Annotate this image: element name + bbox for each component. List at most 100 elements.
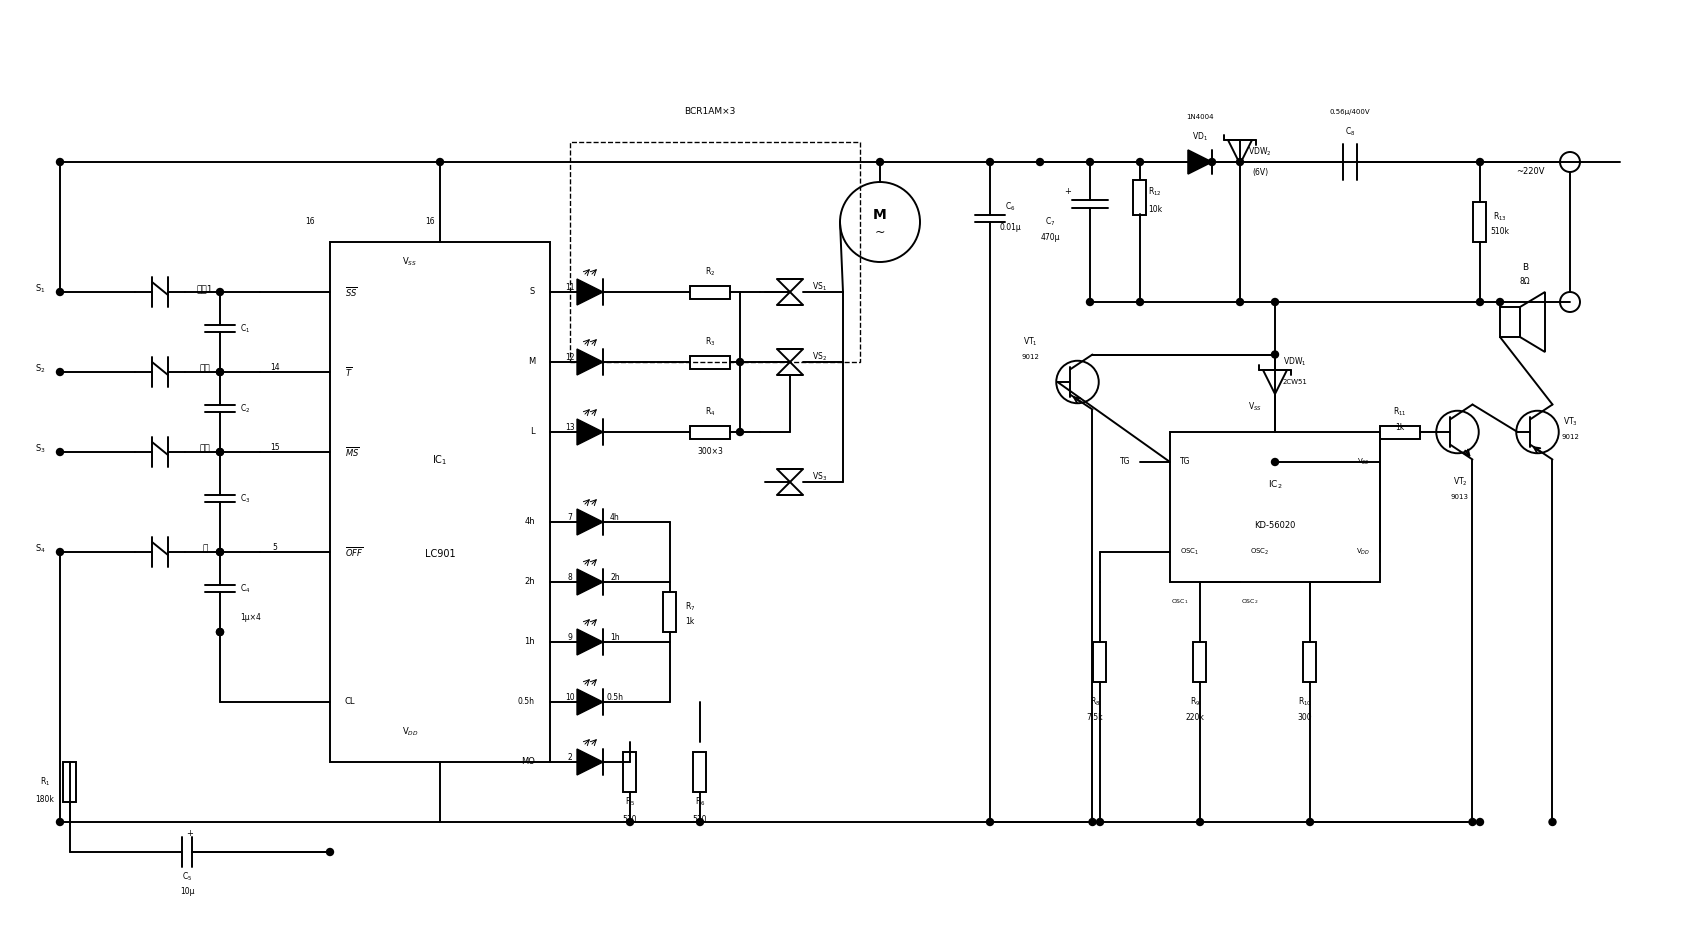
Text: S$_3$: S$_3$: [35, 443, 46, 455]
Text: 风速1: 风速1: [197, 284, 213, 294]
Circle shape: [1550, 819, 1556, 825]
Polygon shape: [577, 419, 603, 445]
Text: 220k: 220k: [1185, 712, 1205, 722]
Text: 8: 8: [567, 573, 572, 581]
Bar: [329, 242, 550, 762]
Circle shape: [56, 158, 64, 166]
Text: M: M: [873, 208, 886, 222]
Circle shape: [1497, 299, 1504, 305]
Text: C$_2$: C$_2$: [240, 403, 250, 415]
Text: 510k: 510k: [1491, 228, 1509, 236]
Text: 定时: 定时: [199, 365, 211, 373]
Text: BCR1AM×3: BCR1AM×3: [684, 107, 736, 117]
Text: R$_5$: R$_5$: [625, 796, 635, 808]
Text: 2CW51: 2CW51: [1283, 379, 1308, 385]
Text: TG: TG: [1180, 458, 1190, 466]
Circle shape: [56, 288, 64, 296]
Text: 14: 14: [270, 363, 280, 371]
Text: +: +: [187, 830, 194, 838]
Text: 11: 11: [565, 283, 574, 291]
Text: 7.5k: 7.5k: [1087, 712, 1104, 722]
Circle shape: [1477, 299, 1484, 305]
Circle shape: [1477, 158, 1484, 166]
Text: C$_7$: C$_7$: [1045, 216, 1055, 228]
Circle shape: [1087, 299, 1094, 305]
Text: 10μ: 10μ: [179, 887, 194, 897]
Circle shape: [1136, 158, 1143, 166]
Text: 0.5h: 0.5h: [518, 697, 535, 706]
Text: 13: 13: [565, 423, 576, 431]
Polygon shape: [577, 509, 603, 535]
Text: 2h: 2h: [609, 573, 619, 581]
Text: 300×3: 300×3: [697, 447, 722, 457]
Text: R$_8$: R$_8$: [1090, 696, 1101, 708]
Bar: [1474, 202, 1487, 242]
Circle shape: [1237, 299, 1244, 305]
Circle shape: [326, 849, 334, 855]
Bar: [690, 355, 729, 368]
Circle shape: [1307, 819, 1313, 825]
Circle shape: [216, 548, 223, 556]
Polygon shape: [577, 749, 603, 775]
Text: R$_1$: R$_1$: [41, 776, 51, 788]
Text: C$_3$: C$_3$: [240, 493, 250, 505]
Bar: [1193, 642, 1207, 682]
Text: 1h: 1h: [525, 638, 535, 646]
Circle shape: [437, 158, 444, 166]
Text: S$_4$: S$_4$: [34, 543, 46, 555]
Text: V$_{DD}$: V$_{DD}$: [1355, 547, 1371, 557]
Text: V$_{SS}$: V$_{SS}$: [1247, 400, 1263, 414]
Text: IC$_2$: IC$_2$: [1268, 479, 1283, 491]
Text: V$_{DD}$: V$_{DD}$: [402, 725, 419, 739]
Text: OSC$_1$: OSC$_1$: [1180, 547, 1200, 557]
Text: 10: 10: [565, 692, 576, 702]
Bar: [1381, 426, 1420, 438]
Text: 16: 16: [306, 218, 316, 226]
Text: C$_1$: C$_1$: [240, 323, 250, 335]
Text: R$_6$: R$_6$: [695, 796, 706, 808]
Text: 9: 9: [567, 632, 572, 642]
Text: 5: 5: [272, 543, 277, 551]
Text: 4h: 4h: [525, 517, 535, 527]
Circle shape: [736, 429, 743, 435]
Circle shape: [1097, 819, 1104, 825]
Text: VT$_1$: VT$_1$: [1023, 335, 1038, 349]
Text: (6V): (6V): [1252, 168, 1268, 176]
Text: $\overline{OFF}$: $\overline{OFF}$: [344, 545, 363, 559]
Circle shape: [216, 448, 223, 456]
Text: VD$_1$: VD$_1$: [1192, 131, 1209, 143]
Text: V$_{SS}$: V$_{SS}$: [402, 255, 417, 268]
Text: R$_4$: R$_4$: [706, 406, 716, 418]
Circle shape: [216, 288, 223, 296]
Text: ~220V: ~220V: [1516, 168, 1545, 176]
Text: KD-56020: KD-56020: [1254, 521, 1296, 529]
Text: 9012: 9012: [1021, 354, 1038, 360]
Text: 关: 关: [203, 544, 208, 554]
Text: R$_7$: R$_7$: [685, 601, 695, 613]
Text: C$_8$: C$_8$: [1345, 125, 1355, 138]
Text: OSC$_2$: OSC$_2$: [1241, 597, 1259, 607]
Text: 4h: 4h: [609, 512, 619, 522]
Polygon shape: [1188, 150, 1212, 174]
Text: S$_2$: S$_2$: [35, 363, 46, 375]
Circle shape: [1197, 819, 1204, 825]
Text: 1k: 1k: [685, 618, 695, 626]
Circle shape: [1036, 158, 1043, 166]
Text: C$_6$: C$_6$: [1004, 201, 1014, 213]
Text: 0.5h: 0.5h: [606, 692, 623, 702]
Circle shape: [986, 158, 994, 166]
Circle shape: [1209, 158, 1215, 166]
Text: 510: 510: [623, 816, 638, 824]
Circle shape: [697, 819, 704, 825]
Polygon shape: [577, 629, 603, 655]
Text: ~: ~: [874, 225, 885, 238]
Text: S: S: [530, 287, 535, 297]
Circle shape: [216, 368, 223, 376]
Bar: [1134, 180, 1146, 215]
Text: VDW$_1$: VDW$_1$: [1283, 356, 1307, 368]
Text: V$_{SS}$: V$_{SS}$: [1357, 457, 1371, 467]
Bar: [690, 426, 729, 438]
Text: R$_9$: R$_9$: [1190, 696, 1200, 708]
Bar: [690, 285, 729, 299]
Text: 8Ω: 8Ω: [1519, 278, 1531, 286]
